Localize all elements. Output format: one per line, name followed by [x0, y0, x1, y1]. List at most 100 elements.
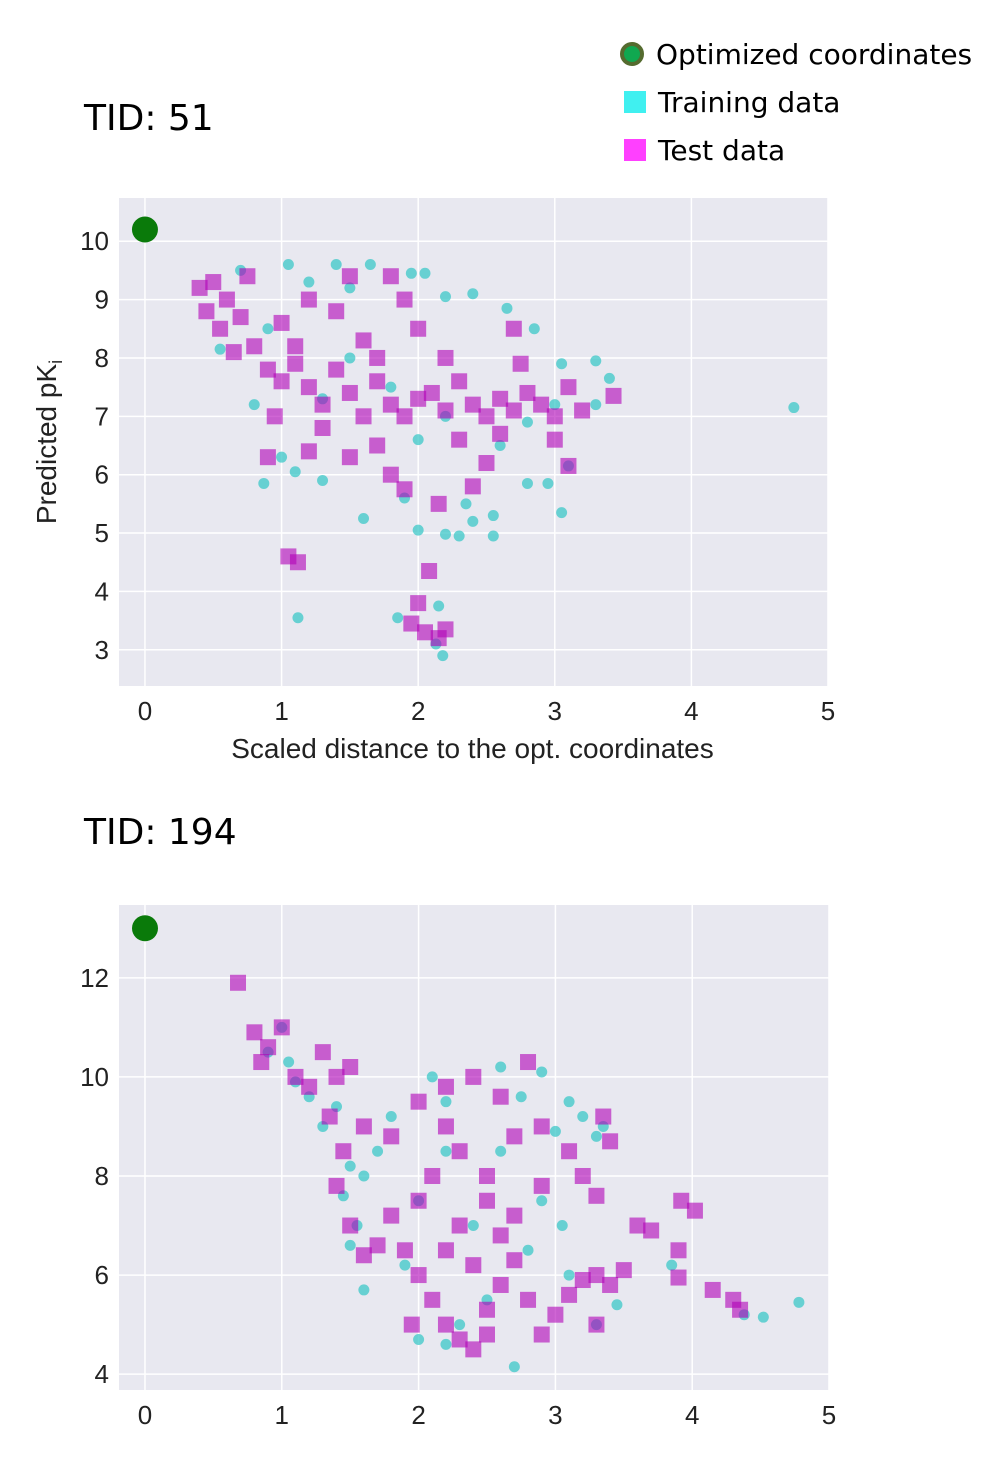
test-point — [670, 1242, 687, 1259]
training-point — [788, 402, 800, 414]
test-point — [287, 1068, 304, 1085]
test-point — [512, 355, 529, 372]
training-point — [536, 1195, 548, 1207]
legend-item-test: Test data — [620, 126, 972, 174]
training-point — [433, 600, 445, 612]
training-point — [549, 1125, 561, 1137]
test-point — [520, 1054, 537, 1071]
training-point — [439, 528, 451, 540]
training-point — [757, 1311, 769, 1323]
training-point — [385, 381, 397, 393]
training-point — [344, 1239, 356, 1251]
y-axis-label: Predicted pKi — [31, 360, 66, 524]
test-point — [588, 1187, 605, 1204]
y-tick-label: 10 — [80, 1062, 109, 1092]
test-point — [328, 1177, 345, 1194]
test-point — [423, 384, 440, 401]
test-point — [314, 1044, 331, 1061]
y-tick-label: 5 — [95, 518, 109, 548]
test-point — [686, 1202, 703, 1219]
training-point — [454, 1319, 466, 1331]
training-point — [292, 612, 304, 624]
y-tick-label: 4 — [95, 1359, 109, 1389]
y-tick-label: 12 — [80, 963, 109, 993]
test-point — [520, 1291, 537, 1308]
test-point — [437, 621, 454, 638]
test-point — [629, 1217, 646, 1234]
training-point — [440, 1145, 452, 1157]
test-point — [260, 1039, 277, 1056]
training-point — [563, 1269, 575, 1281]
training-point — [385, 1111, 397, 1123]
training-point — [460, 498, 472, 510]
test-point — [191, 279, 208, 296]
test-point — [478, 1167, 495, 1184]
test-point — [424, 1291, 441, 1308]
test-point — [410, 1267, 427, 1284]
test-point — [615, 1262, 632, 1279]
test-point — [246, 338, 263, 355]
test-point — [430, 495, 447, 512]
training-point — [556, 1220, 568, 1232]
training-point — [453, 530, 465, 542]
training-point — [536, 1066, 548, 1078]
y-tick-label: 10 — [80, 226, 109, 256]
x-tick-label: 5 — [822, 1400, 836, 1430]
training-point — [412, 434, 424, 446]
test-point — [533, 1118, 550, 1135]
training-point — [542, 477, 554, 489]
test-point — [492, 425, 509, 442]
test-point — [670, 1269, 687, 1286]
test-point — [465, 1257, 482, 1274]
x-tick-label: 3 — [548, 696, 562, 726]
legend-label: Test data — [658, 133, 786, 167]
test-point — [437, 349, 454, 366]
optimized-point — [131, 216, 158, 243]
test-point — [464, 396, 481, 413]
test-point — [259, 449, 276, 466]
test-point — [546, 408, 563, 425]
test-point — [561, 1286, 578, 1303]
test-point — [451, 1331, 468, 1348]
test-point — [410, 1093, 427, 1110]
x-tick-label: 1 — [274, 696, 288, 726]
test-point — [492, 1227, 509, 1244]
training-point — [439, 291, 451, 303]
test-point — [355, 1247, 372, 1264]
training-point — [521, 477, 533, 489]
training-point — [392, 612, 404, 624]
x-tick-label: 3 — [548, 1400, 562, 1430]
plot-0: 0 1 2 3 4 5 3 4 5 6 7 8 9 10 Scaled distance to the op… — [31, 198, 835, 764]
test-point — [410, 320, 427, 337]
test-point — [218, 291, 235, 308]
test-point — [478, 1192, 495, 1209]
training-point — [289, 466, 301, 478]
training-point — [611, 1299, 623, 1311]
test-point — [396, 408, 413, 425]
training-point — [521, 416, 533, 428]
x-tick-label: 2 — [411, 1400, 425, 1430]
legend-circle-marker — [620, 42, 644, 66]
training-point — [372, 1145, 384, 1157]
test-point — [369, 1237, 386, 1254]
test-point — [437, 1242, 454, 1259]
test-point — [396, 481, 413, 498]
test-point — [328, 303, 345, 320]
test-point — [478, 408, 495, 425]
y-tick-label: 8 — [95, 343, 109, 373]
test-point — [246, 1024, 263, 1041]
y-tick-label: 4 — [95, 576, 109, 606]
test-point — [383, 1128, 400, 1145]
training-point — [358, 512, 370, 524]
x-tick-label: 0 — [138, 1400, 152, 1430]
test-point — [560, 379, 577, 396]
test-point — [465, 1341, 482, 1358]
training-point — [317, 475, 329, 487]
y-tick-label: 7 — [95, 401, 109, 431]
test-point — [355, 1118, 372, 1135]
test-point — [225, 344, 242, 361]
training-point — [440, 1096, 452, 1108]
test-point — [464, 478, 481, 495]
training-point — [413, 1333, 425, 1345]
